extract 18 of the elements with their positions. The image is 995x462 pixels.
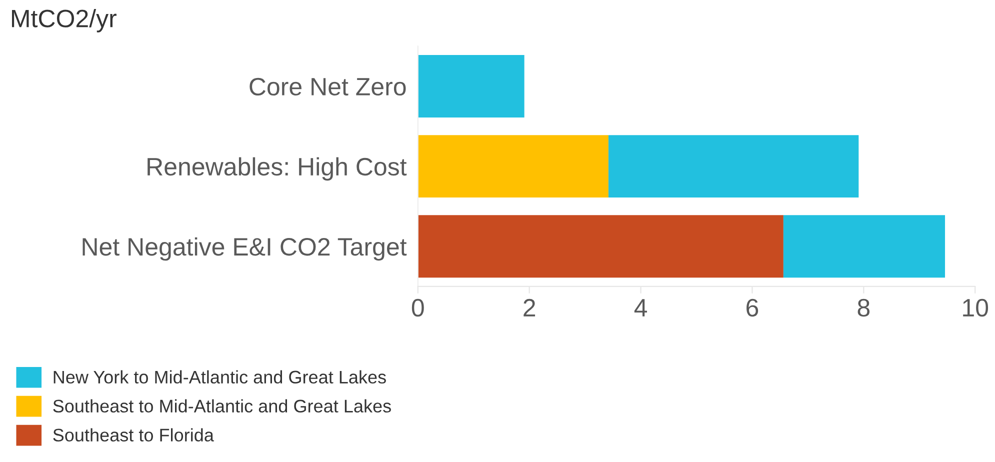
legend-label: Southeast to Florida <box>53 428 214 442</box>
x-tick-label: 4 <box>634 299 647 316</box>
bar <box>418 135 608 198</box>
y-tick-label: Core Net Zero <box>250 78 406 96</box>
x-tick-label: 0 <box>412 298 424 317</box>
y-tick-label: Renewables: High Cost <box>148 157 407 181</box>
legend-label: Southeast to Mid-Atlantic and Great Lakes <box>53 399 391 413</box>
x-tick-label: 8 <box>858 298 870 317</box>
x-tick-label: 6 <box>746 298 758 317</box>
legend-label: New York to Mid-Atlantic and Great Lakes <box>54 370 386 384</box>
text: MtCO2/yr <box>12 9 116 32</box>
y-tick-label: Net Negative E&I CO2 Target <box>82 237 407 261</box>
x-tick-label: 10 <box>963 298 988 317</box>
bar <box>608 135 859 198</box>
bar <box>418 215 784 278</box>
bar <box>783 215 946 278</box>
x-tick-label: 2 <box>524 298 536 316</box>
bar <box>418 55 524 118</box>
